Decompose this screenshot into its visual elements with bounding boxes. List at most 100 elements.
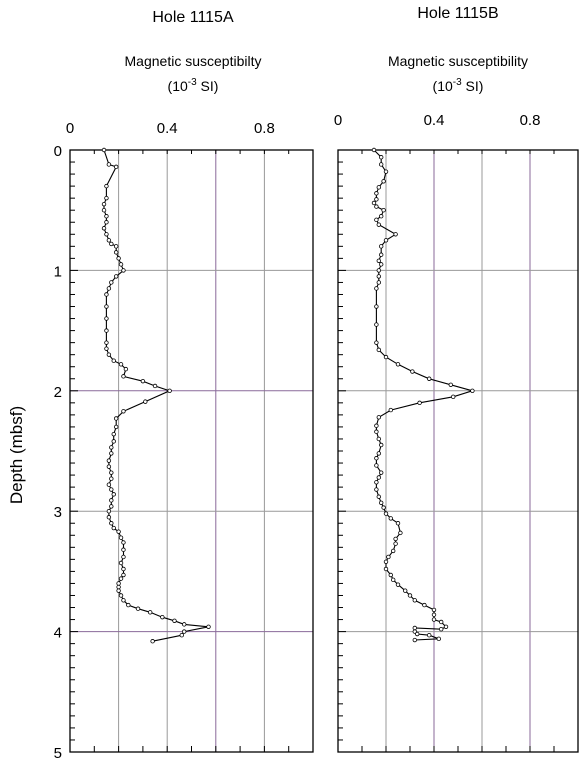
data-point xyxy=(388,572,393,578)
data-point xyxy=(403,588,408,593)
data-point xyxy=(393,541,398,546)
data-point xyxy=(374,286,379,291)
data-point xyxy=(381,505,386,510)
data-point xyxy=(391,577,396,583)
data-point xyxy=(104,292,109,297)
data-point xyxy=(395,582,401,587)
data-point xyxy=(104,346,109,351)
data-point xyxy=(113,164,119,170)
data-point xyxy=(376,222,381,227)
data-point xyxy=(427,633,432,638)
x-axis-unit-suffix: SI) xyxy=(197,78,219,94)
chart-panel-2: Hole 1115B Magnetic susceptibility (10-3 S… xyxy=(334,5,579,753)
data-point xyxy=(109,504,114,509)
data-point xyxy=(376,274,381,279)
plot-frame xyxy=(69,149,314,753)
series-line xyxy=(103,149,209,642)
data-point xyxy=(109,280,114,285)
data-point xyxy=(436,636,441,642)
x-axis-unit: (10-3 SI) xyxy=(168,77,219,94)
data-point xyxy=(111,439,116,444)
data-point xyxy=(374,322,379,327)
data-point xyxy=(101,147,107,153)
x-tick-label: 0 xyxy=(334,112,342,129)
y-tick-label: 0 xyxy=(54,143,62,160)
data-point xyxy=(113,244,119,249)
data-point xyxy=(431,617,437,622)
data-point xyxy=(121,409,126,414)
data-point xyxy=(393,232,398,237)
data-point xyxy=(116,529,121,534)
data-point xyxy=(121,566,126,572)
data-point xyxy=(379,262,384,267)
data-point xyxy=(109,476,114,481)
data-point xyxy=(374,217,379,223)
data-point xyxy=(160,614,165,620)
data-point xyxy=(182,629,187,634)
data-point xyxy=(376,268,381,273)
x-tick-label: 0.4 xyxy=(157,120,178,137)
x-tick-label: 0.8 xyxy=(254,120,275,137)
data-point xyxy=(448,382,453,387)
data-point xyxy=(143,399,148,404)
x-tick-label: 0.8 xyxy=(520,112,541,129)
data-point xyxy=(113,424,119,430)
data-point xyxy=(415,631,420,637)
data-point xyxy=(376,436,381,442)
x-axis-unit-exponent: -3 xyxy=(453,77,462,88)
data-point xyxy=(379,442,384,448)
data-point xyxy=(104,232,109,237)
data-point xyxy=(374,429,379,434)
data-point xyxy=(118,535,124,540)
data-point xyxy=(121,547,126,552)
data-point xyxy=(121,540,126,545)
data-point xyxy=(376,347,381,353)
data-point xyxy=(371,147,377,153)
data-point xyxy=(376,185,381,190)
data-point xyxy=(111,431,116,437)
data-point xyxy=(111,358,116,363)
x-axis-label: Magnetic susceptibility xyxy=(388,53,528,69)
x-axis-unit-suffix: SI) xyxy=(462,78,484,94)
data-point xyxy=(431,612,437,617)
data-point xyxy=(206,624,211,629)
data-point xyxy=(116,584,121,590)
data-point xyxy=(118,576,124,581)
series-line xyxy=(373,149,475,641)
x-axis-unit-prefix: (10 xyxy=(433,78,453,94)
data-point xyxy=(113,250,119,255)
data-point xyxy=(379,214,384,219)
x-axis-unit-exponent: -3 xyxy=(188,77,197,88)
data-point xyxy=(395,521,401,526)
chart-panel-1: Hole 1115A Magnetic susceptibilty (10-3 SI… xyxy=(54,9,314,762)
y-tick-label: 5 xyxy=(54,745,62,762)
data-point xyxy=(109,470,114,475)
data-point xyxy=(140,378,146,384)
data-point xyxy=(451,394,456,400)
data-point xyxy=(182,622,187,627)
data-point xyxy=(135,606,141,611)
data-point xyxy=(104,328,109,333)
data-point xyxy=(393,536,398,542)
data-point xyxy=(376,415,381,420)
data-point xyxy=(118,262,124,267)
data-point xyxy=(116,588,121,593)
plot-frame xyxy=(337,149,579,753)
x-tick-label: 0 xyxy=(66,120,74,137)
data-point xyxy=(101,226,107,231)
data-point xyxy=(150,639,155,644)
data-point xyxy=(104,214,109,219)
x-axis-label: Magnetic susceptibilty xyxy=(125,53,262,69)
data-point xyxy=(118,560,124,566)
y-tick-label: 3 xyxy=(54,504,62,521)
data-point xyxy=(412,637,417,643)
data-point xyxy=(371,200,377,206)
data-point xyxy=(104,183,109,189)
data-point xyxy=(172,618,177,623)
data-point xyxy=(388,516,393,521)
data-point xyxy=(374,204,379,209)
data-point xyxy=(374,456,379,461)
data-point xyxy=(431,607,437,613)
data-point xyxy=(383,238,389,243)
